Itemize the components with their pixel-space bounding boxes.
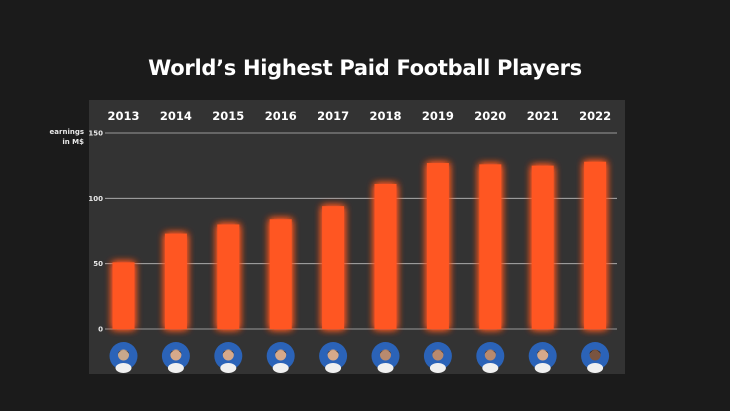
avatar-face — [327, 349, 339, 361]
x-tick-label: 2013 — [107, 109, 139, 123]
x-tick-label: 2018 — [369, 109, 401, 123]
bar-2014 — [164, 233, 187, 329]
x-tick-label: 2017 — [317, 109, 349, 123]
avatar-hair — [484, 350, 497, 354]
player-avatar-icon — [423, 342, 452, 373]
avatar-face — [484, 349, 496, 361]
y-tick-label: 100 — [88, 195, 103, 203]
avatar-face — [380, 349, 391, 361]
avatar-shirt — [377, 363, 394, 373]
avatar-hair — [117, 350, 130, 354]
bar-2017 — [322, 206, 345, 329]
avatar-face — [118, 349, 129, 361]
x-tick-label: 2020 — [474, 109, 506, 123]
player-avatar-icon — [476, 342, 505, 373]
avatar-face — [275, 349, 287, 361]
y-tick-label: 150 — [88, 130, 103, 138]
x-tick-label: 2019 — [422, 109, 454, 123]
avatar-face — [537, 349, 549, 361]
y-axis-label-line-1: earnings — [49, 128, 84, 136]
bar-2015 — [217, 224, 240, 329]
avatar-face — [170, 349, 182, 361]
x-tick-label: 2022 — [579, 109, 611, 123]
x-tick-label: 2021 — [527, 109, 559, 123]
chart-title: World’s Highest Paid Football Players — [148, 56, 582, 80]
x-tick-label: 2016 — [265, 109, 297, 123]
bar-2018 — [374, 183, 397, 329]
avatar-face — [589, 349, 601, 361]
bar-2019 — [426, 163, 449, 329]
player-avatar-icon — [214, 342, 243, 373]
avatar-hair — [274, 350, 287, 354]
avatar-hair — [222, 350, 235, 354]
player-avatar-icon — [528, 342, 557, 373]
y-axis-label: earnings in M$ — [36, 127, 84, 147]
bar-2013 — [112, 262, 135, 329]
avatar-shirt — [272, 363, 289, 373]
avatar-face — [432, 349, 444, 361]
avatar-shirt — [482, 363, 499, 373]
avatar-shirt — [167, 363, 184, 373]
player-avatar-icon — [161, 342, 190, 373]
y-tick-label: 50 — [93, 260, 103, 268]
avatar-shirt — [429, 363, 446, 373]
x-tick-label: 2015 — [212, 109, 244, 123]
y-tick-label: 0 — [98, 326, 103, 334]
player-avatar-icon — [109, 342, 138, 373]
avatar-hair — [589, 350, 601, 354]
avatar-shirt — [220, 363, 237, 373]
avatar-hair — [170, 350, 182, 354]
x-tick-label: 2014 — [160, 109, 192, 123]
avatar-hair — [327, 350, 339, 354]
player-avatar-icon — [581, 342, 610, 373]
player-avatar-icon — [266, 342, 295, 373]
avatar-face — [222, 349, 234, 361]
player-avatar-icon — [319, 342, 348, 373]
avatar-hair — [536, 350, 549, 354]
player-avatar-icon — [371, 342, 400, 373]
avatar-hair — [379, 350, 392, 354]
avatar-shirt — [115, 363, 132, 373]
y-axis-label-line-2: in M$ — [62, 138, 84, 146]
avatar-shirt — [534, 363, 551, 373]
bar-2022 — [584, 161, 607, 329]
bar-2021 — [531, 165, 554, 329]
avatar-hair — [432, 350, 444, 354]
bar-2016 — [269, 219, 292, 329]
avatar-shirt — [587, 363, 604, 373]
bar-2020 — [479, 164, 502, 329]
avatar-shirt — [325, 363, 342, 373]
